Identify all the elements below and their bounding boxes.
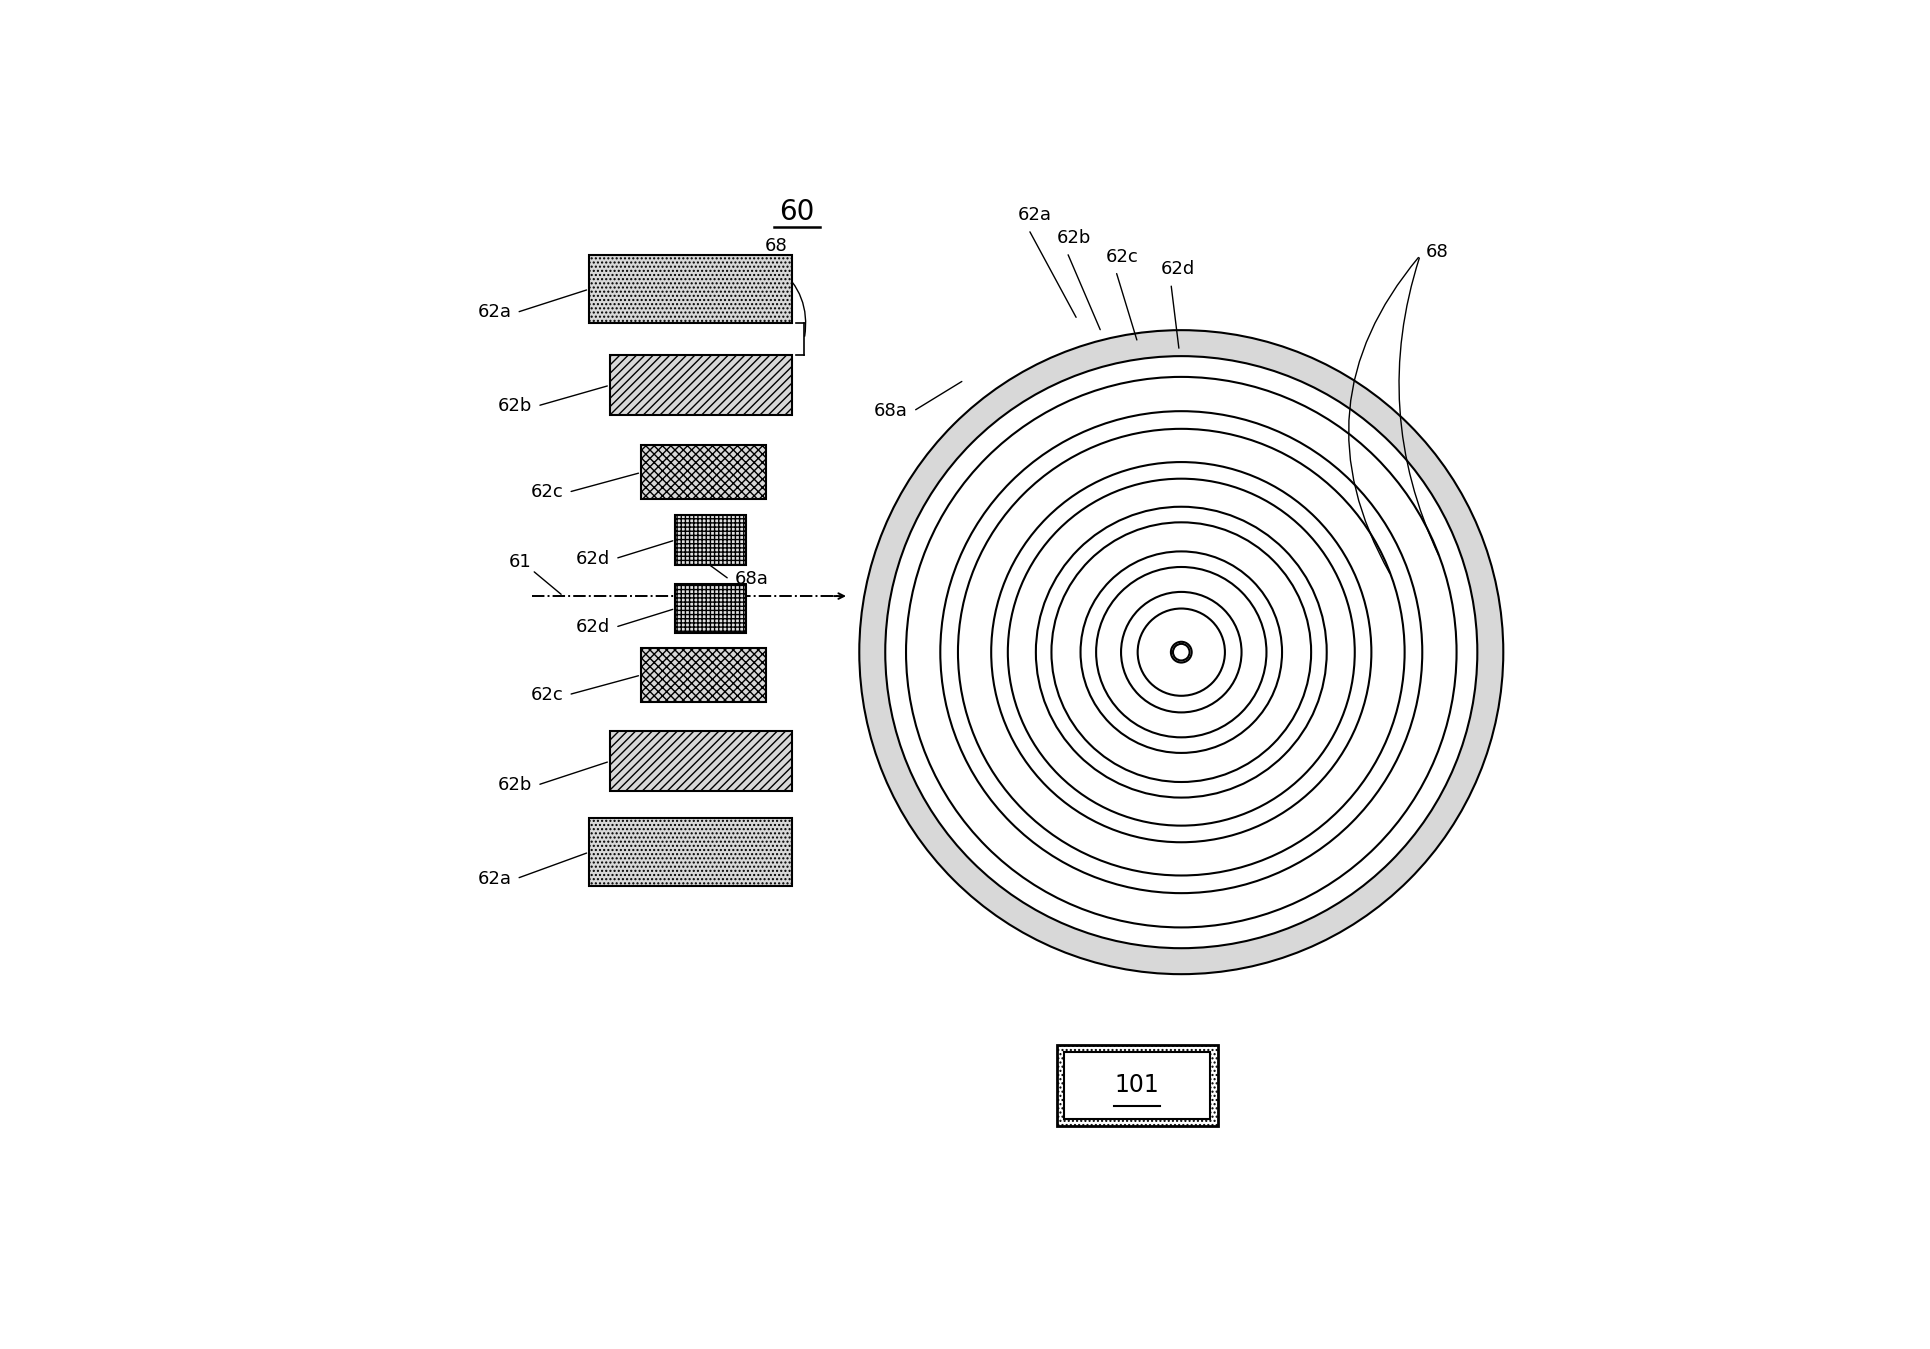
Text: 101: 101 bbox=[1116, 1074, 1160, 1097]
Text: 62c: 62c bbox=[531, 483, 564, 502]
Circle shape bbox=[1036, 507, 1326, 797]
Circle shape bbox=[992, 463, 1372, 842]
Circle shape bbox=[992, 463, 1372, 842]
Text: 62c: 62c bbox=[531, 685, 564, 704]
Text: 62c: 62c bbox=[1106, 248, 1139, 266]
Circle shape bbox=[1052, 522, 1310, 782]
Circle shape bbox=[1121, 592, 1241, 712]
Text: 62a: 62a bbox=[1019, 206, 1052, 224]
Circle shape bbox=[1137, 608, 1226, 696]
Circle shape bbox=[1052, 522, 1310, 782]
Text: 62d: 62d bbox=[1160, 260, 1195, 278]
Text: 61: 61 bbox=[510, 553, 533, 571]
Text: 60: 60 bbox=[780, 198, 814, 227]
Bar bbox=[1056, 1045, 1218, 1126]
Text: 62d: 62d bbox=[575, 618, 610, 637]
Circle shape bbox=[1096, 567, 1266, 738]
Circle shape bbox=[1121, 592, 1241, 712]
Bar bbox=[610, 355, 791, 415]
Text: 68a: 68a bbox=[735, 571, 768, 588]
Bar bbox=[641, 445, 766, 499]
Circle shape bbox=[1096, 567, 1266, 738]
Text: 62a: 62a bbox=[477, 304, 511, 321]
Circle shape bbox=[957, 429, 1405, 876]
Text: 68a: 68a bbox=[874, 402, 909, 420]
Text: 62d: 62d bbox=[575, 549, 610, 568]
Circle shape bbox=[1081, 552, 1282, 753]
Bar bbox=[589, 819, 791, 886]
Bar bbox=[676, 515, 747, 565]
Circle shape bbox=[940, 411, 1422, 893]
Text: 68: 68 bbox=[764, 237, 787, 255]
Circle shape bbox=[1007, 479, 1355, 826]
Bar bbox=[1063, 1052, 1210, 1118]
Circle shape bbox=[859, 331, 1503, 974]
Circle shape bbox=[1081, 552, 1282, 753]
Circle shape bbox=[1137, 608, 1226, 696]
Bar bbox=[610, 731, 791, 792]
Circle shape bbox=[940, 411, 1422, 893]
Circle shape bbox=[886, 356, 1476, 948]
Circle shape bbox=[1036, 507, 1326, 797]
Bar bbox=[641, 648, 766, 701]
Text: 62b: 62b bbox=[498, 776, 533, 795]
Text: 68: 68 bbox=[1426, 243, 1448, 260]
Circle shape bbox=[905, 376, 1457, 927]
Circle shape bbox=[1173, 643, 1189, 661]
Bar bbox=[676, 584, 747, 634]
Circle shape bbox=[905, 376, 1457, 927]
Bar bbox=[589, 255, 791, 322]
Circle shape bbox=[1172, 642, 1191, 662]
Text: 62a: 62a bbox=[477, 870, 511, 888]
Circle shape bbox=[957, 429, 1405, 876]
Circle shape bbox=[886, 356, 1476, 948]
Text: 62b: 62b bbox=[1056, 229, 1090, 247]
Text: 62b: 62b bbox=[498, 397, 533, 415]
Circle shape bbox=[1007, 479, 1355, 826]
